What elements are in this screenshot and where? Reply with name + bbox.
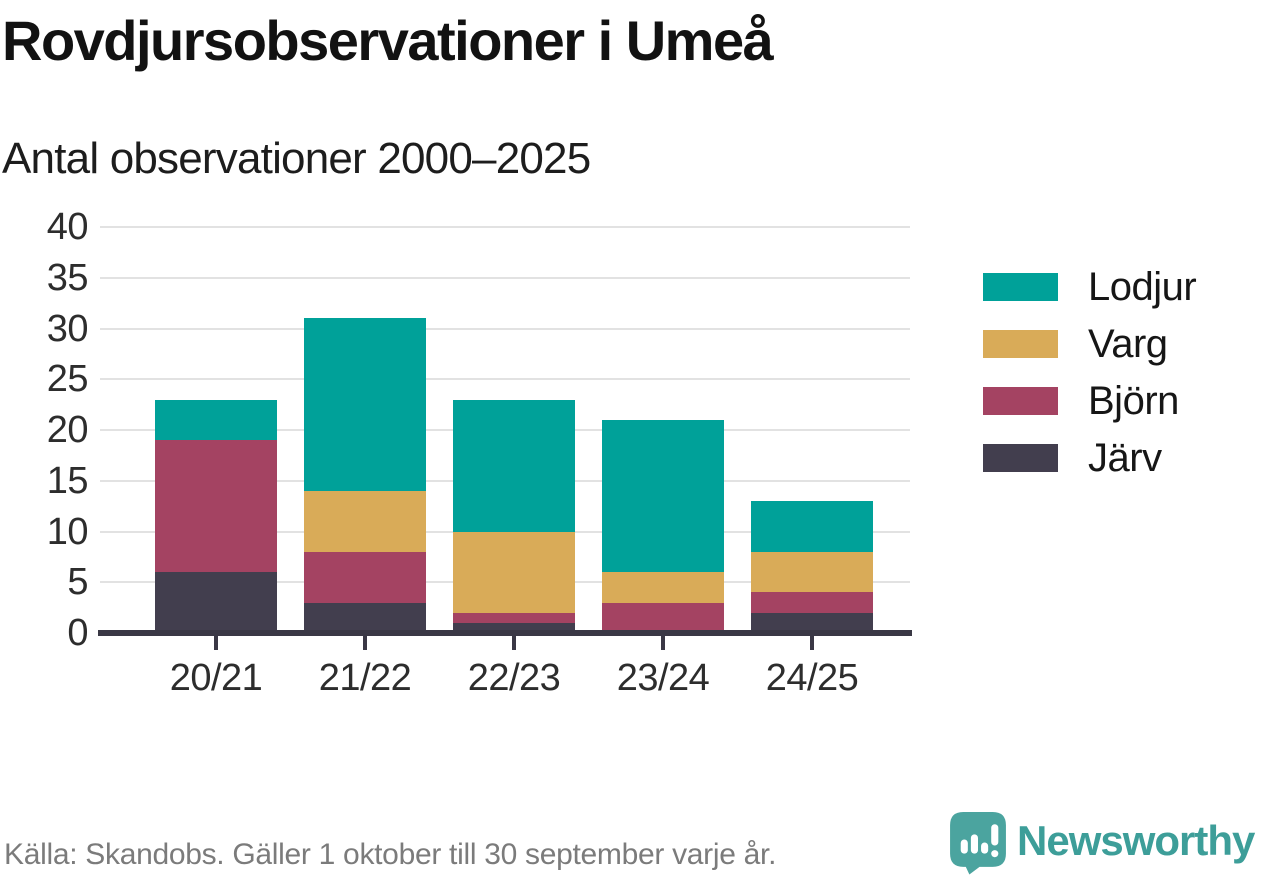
y-axis-tick-label: 0 [67,612,88,654]
bar-segment-lodjur [751,501,873,552]
x-axis-category-label: 23/24 [616,657,710,699]
bar-segment-jrv [304,603,426,633]
legend-label: Järv [1088,436,1162,480]
bar-segment-lodjur [453,400,575,532]
bar-segment-varg [602,572,724,603]
legend-label: Björn [1088,379,1179,423]
gridline [100,378,910,380]
x-axis-category-label: 20/21 [169,657,263,699]
x-axis-tick [810,636,814,650]
chart-title: Rovdjursobservationer i Umeå [2,9,774,72]
y-axis-tick-label: 5 [67,561,88,603]
x-axis-tick [214,636,218,650]
legend-swatch [983,444,1058,472]
bar-segment-varg [453,532,575,613]
y-axis-tick-label: 10 [46,511,89,553]
legend-item-jrv: Järv [983,438,1162,478]
source-note: Källa: Skandobs. Gäller 1 oktober till 3… [4,838,777,871]
y-axis-tick-label: 30 [46,308,89,350]
y-axis-tick-label: 35 [46,257,89,299]
legend-swatch [983,387,1058,415]
legend-item-varg: Varg [983,324,1168,364]
bar-segment-lodjur [155,400,277,440]
bar-segment-jrv [155,572,277,633]
bar-segment-lodjur [602,420,724,572]
legend-item-bjrn: Björn [983,381,1179,421]
legend-label: Varg [1088,322,1168,366]
y-axis-tick-label: 40 [46,206,89,248]
bar-segment-jrv [751,613,873,633]
gridline [100,226,910,228]
brand-logo: Newsworthy [949,811,1255,875]
x-axis-tick [512,636,516,650]
bar-segment-varg [751,552,873,592]
x-axis-category-label: 21/22 [318,657,412,699]
bar-segment-bjrn [453,613,575,623]
legend-swatch [983,273,1058,301]
x-axis-category-label: 22/23 [467,657,561,699]
newsworthy-logo-icon [950,812,1006,875]
chart-subtitle: Antal observationer 2000–2025 [2,134,591,183]
bar-segment-bjrn [155,440,277,572]
x-axis-tick [661,636,665,650]
bar-segment-bjrn [751,592,873,613]
x-axis-tick [363,636,367,650]
y-axis-tick-label: 25 [46,358,89,400]
x-axis-category-label: 24/25 [765,657,859,699]
y-axis-tick-label: 15 [46,460,89,502]
legend-item-lodjur: Lodjur [983,265,1197,309]
legend-swatch [983,330,1058,358]
bar-segment-jrv [453,623,575,633]
legend-label: Lodjur [1088,265,1197,309]
bar-segment-bjrn [602,603,724,633]
bar-segment-lodjur [304,318,426,491]
gridline [100,328,910,330]
y-axis-tick-label: 20 [46,409,89,451]
brand-name: Newsworthy [1017,817,1255,864]
bar-segment-varg [304,491,426,552]
gridline [100,277,910,279]
x-axis-line [98,630,912,636]
bar-segment-bjrn [304,552,426,603]
